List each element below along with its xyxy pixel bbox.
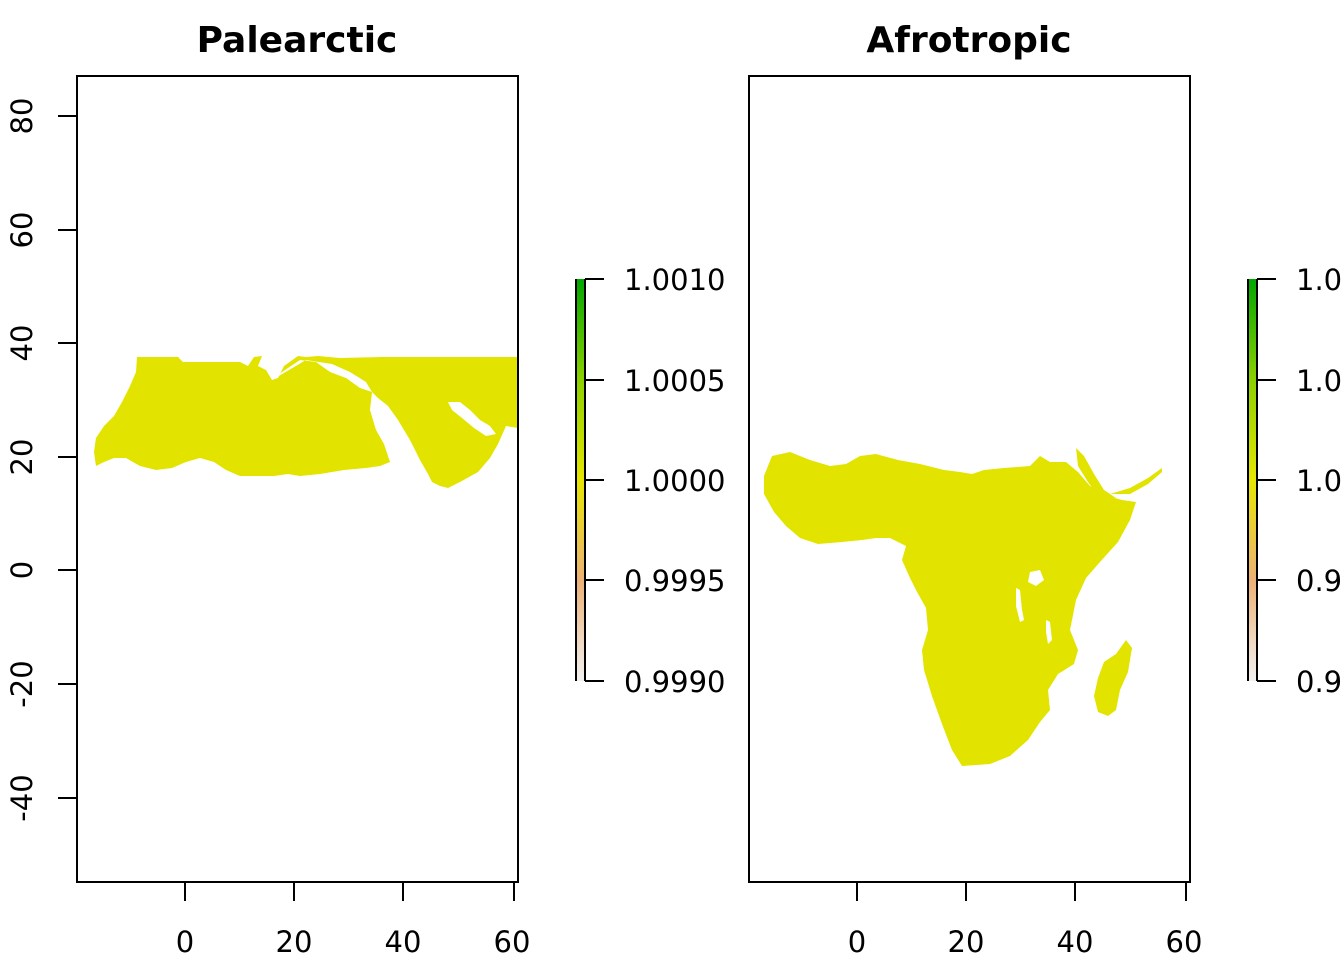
panel-title: Palearctic	[197, 20, 398, 61]
raster-region-arabian-tip	[1076, 448, 1116, 498]
raster-region-yemen-coast	[1110, 468, 1162, 494]
panel-title: Afrotropic	[866, 20, 1071, 61]
panel-palearctic: Palearctic 80 60 40 20 0 -20 -40	[5, 20, 725, 959]
y-tick-label: 0	[5, 561, 39, 579]
legend-tick-label: 1.0005	[624, 364, 725, 398]
y-tick-label: -40	[5, 774, 39, 821]
y-tick-label: 80	[5, 98, 39, 135]
y-axis: 80 60 40 20 0 -20 -40	[5, 98, 78, 822]
legend-tick-label: 1.0005	[1296, 364, 1344, 398]
water-persian-gulf	[448, 402, 496, 436]
legend-tick-label: 1.0010	[624, 263, 725, 297]
x-tick-label: 0	[176, 925, 194, 959]
legend-tick-label: 1.0000	[624, 464, 725, 498]
legend-tick-label: 1.0000	[1296, 464, 1344, 498]
y-tick-label: 20	[5, 439, 39, 476]
y-tick-label: -20	[5, 660, 39, 707]
legend-tick-label: 1.0010	[1296, 263, 1344, 297]
x-axis: 0 20 40 60	[176, 881, 531, 959]
color-legend: 1.0010 1.0005 1.0000 0.9995 0.9990	[1247, 263, 1344, 699]
y-tick-label: 60	[5, 212, 39, 249]
x-tick-label: 40	[1057, 925, 1094, 959]
water-lake-malawi	[1046, 620, 1052, 644]
x-tick-label: 60	[1166, 925, 1203, 959]
legend-tick-label: 0.9995	[624, 564, 725, 598]
legend-tick-label: 0.9990	[1296, 665, 1344, 699]
raster-region-north-africa-arabia	[94, 356, 518, 488]
panel-afrotropic: Afrotropic 0 20 40 60	[748, 20, 1344, 959]
color-legend: 1.0010 1.0005 1.0000 0.9995 0.9990	[575, 263, 725, 699]
x-tick-label: 20	[276, 925, 313, 959]
water-lake-tanganyika	[1016, 588, 1024, 622]
legend-tick-label: 0.9995	[1296, 564, 1344, 598]
x-tick-label: 0	[848, 925, 866, 959]
legend-tick-label: 0.9990	[624, 665, 725, 699]
raster-region-madagascar	[1094, 640, 1132, 716]
water-lake	[1028, 570, 1044, 586]
legend-colorbar	[576, 279, 585, 681]
water-red-sea	[372, 398, 410, 452]
y-tick-label: 40	[5, 325, 39, 362]
water-mediterranean	[272, 360, 372, 392]
raster-region-sub-saharan-africa	[764, 452, 1136, 766]
x-tick-label: 60	[494, 925, 531, 959]
x-tick-label: 40	[385, 925, 422, 959]
x-axis: 0 20 40 60	[848, 881, 1203, 959]
x-tick-label: 20	[948, 925, 985, 959]
legend-colorbar	[1248, 279, 1257, 681]
